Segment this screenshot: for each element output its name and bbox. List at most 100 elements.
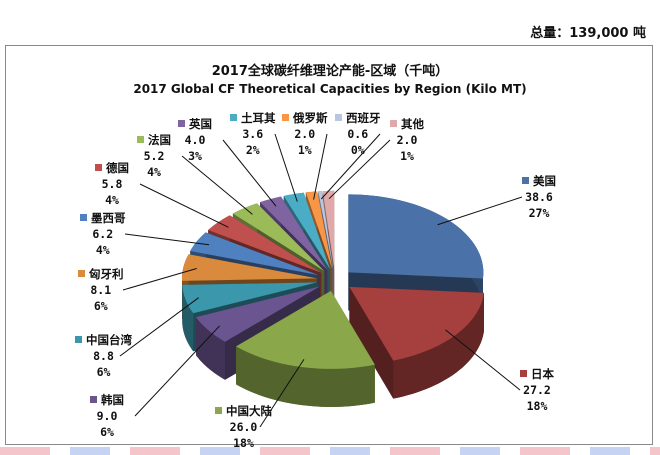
slice-top: [195, 286, 320, 342]
legend-marker: [95, 164, 102, 171]
slice-wall: [195, 317, 226, 380]
slice-wall: [393, 292, 484, 399]
slice-top: [236, 290, 375, 369]
label-name: 俄罗斯: [293, 111, 328, 125]
slice-top: [208, 215, 322, 273]
data-label-11: 俄罗斯 2.0 1%: [282, 110, 328, 158]
slice-side: [349, 286, 394, 399]
label-percent: 6%: [100, 425, 114, 439]
data-label-12: 西班牙 0.6 0%: [335, 110, 381, 158]
leader-line: [124, 233, 210, 246]
leader-line: [320, 133, 381, 200]
background-strip: [0, 447, 660, 455]
chart-frame: [5, 45, 653, 445]
legend-marker: [215, 407, 222, 414]
label-percent: 27%: [528, 206, 550, 220]
label-name: 墨西哥: [91, 211, 126, 225]
slice-wall: [236, 346, 375, 407]
leader-line: [119, 297, 199, 357]
label-percent: 18%: [526, 399, 548, 413]
label-value: 8.8: [93, 349, 114, 363]
data-label-6: 墨西哥 6.2 4%: [80, 210, 126, 258]
data-label-13: 其他 2.0 1%: [390, 116, 424, 164]
label-percent: 4%: [105, 193, 119, 207]
label-value: 5.8: [101, 177, 123, 191]
label-percent: 3%: [188, 149, 202, 163]
label-name: 匈牙利: [89, 267, 124, 281]
data-label-2: 中国大陆 26.0 18%: [215, 403, 272, 451]
data-label-5: 匈牙利 8.1 6%: [78, 266, 124, 314]
data-label-0: 美国 38.6 27%: [522, 173, 556, 221]
pie-slice-2: [236, 290, 375, 407]
data-label-1: 日本 27.2 18%: [520, 366, 554, 414]
label-percent: 4%: [95, 243, 110, 257]
leader-line: [445, 329, 521, 391]
legend-marker: [137, 136, 144, 143]
label-value: 26.0: [229, 420, 258, 434]
leader-line: [259, 359, 305, 428]
label-name: 其他: [401, 117, 424, 131]
slice-top: [190, 232, 319, 276]
slice-top: [322, 190, 335, 269]
data-label-4: 中国台湾 8.8 6%: [75, 332, 132, 380]
legend-marker: [75, 336, 82, 343]
total-label: 总量：139,000 吨: [530, 26, 646, 41]
label-name: 法国: [148, 133, 171, 147]
label-name: 西班牙: [346, 111, 381, 125]
leader-line: [139, 183, 229, 228]
label-value: 38.6: [525, 190, 553, 204]
data-label-3: 韩国 9.0 6%: [90, 392, 124, 440]
chart-subtitle: 2017 Global CF Theoretical Capacities by…: [133, 82, 527, 96]
legend-marker: [522, 177, 529, 184]
leader-line: [274, 133, 298, 202]
label-name: 韩国: [101, 393, 124, 407]
legend-marker: [78, 270, 85, 277]
label-name: 英国: [189, 117, 212, 131]
label-value: 27.2: [523, 383, 551, 397]
label-name: 德国: [106, 161, 129, 175]
label-value: 8.1: [90, 283, 112, 297]
label-value: 3.6: [242, 127, 264, 141]
leader-line: [181, 155, 253, 215]
label-value: 5.2: [143, 149, 165, 163]
leader-line: [222, 139, 277, 207]
legend-marker: [178, 120, 185, 127]
label-percent: 2%: [245, 143, 260, 157]
data-label-7: 德国 5.8 4%: [95, 160, 129, 208]
label-percent: 18%: [233, 436, 254, 450]
label-percent: 1%: [297, 143, 312, 157]
label-name: 土耳其: [241, 111, 276, 125]
label-percent: 6%: [93, 299, 108, 313]
legend-marker: [335, 114, 342, 121]
legend-marker: [390, 120, 397, 127]
leader-line: [313, 133, 328, 200]
legend-marker: [90, 396, 97, 403]
label-value: 2.0: [396, 133, 418, 147]
slice-top: [260, 196, 328, 270]
legend-marker: [230, 114, 237, 121]
data-label-9: 英国 4.0 3%: [178, 116, 212, 164]
label-name: 中国大陆: [226, 404, 272, 418]
label-percent: 0%: [350, 143, 365, 157]
leader-line: [437, 196, 523, 226]
slice-top: [182, 282, 318, 314]
label-percent: 4%: [147, 165, 161, 179]
slice-top: [181, 254, 317, 281]
slice-top: [305, 191, 333, 269]
pie-slice-1: [349, 286, 484, 399]
label-name: 中国台湾: [86, 333, 132, 347]
data-label-10: 土耳其 3.6 2%: [230, 110, 276, 158]
label-value: 4.0: [184, 133, 206, 147]
label-value: 9.0: [96, 409, 118, 423]
slice-wall: [182, 284, 194, 352]
slice-top: [232, 203, 325, 271]
leader-line: [122, 267, 197, 291]
legend-marker: [520, 370, 527, 377]
legend-marker: [80, 214, 87, 221]
label-name: 美国: [533, 174, 556, 188]
label-value: 0.6: [347, 127, 369, 141]
legend-marker: [282, 114, 289, 121]
label-value: 6.2: [92, 227, 114, 241]
